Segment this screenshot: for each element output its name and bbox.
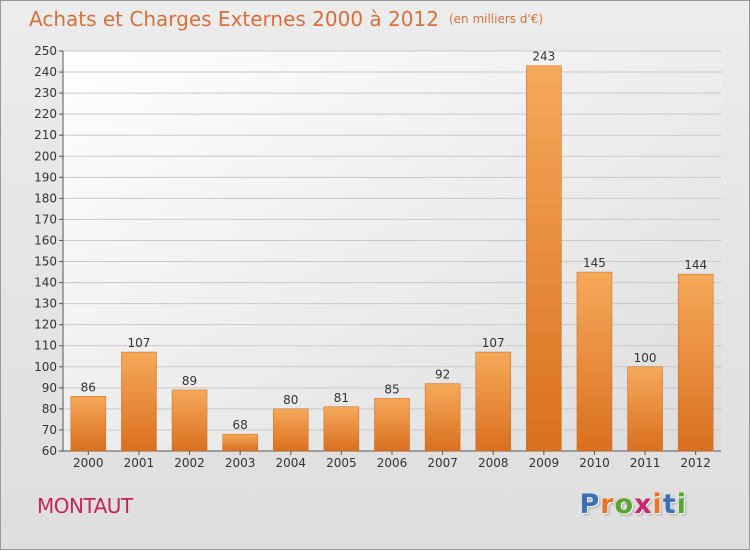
bar-2003 xyxy=(222,433,258,452)
chart-units: (en milliers d'€) xyxy=(448,12,544,26)
bar-2002 xyxy=(171,389,208,452)
y-tick-label: 190 xyxy=(34,170,57,184)
y-tick-label: 120 xyxy=(34,318,57,332)
y-tick-label: 160 xyxy=(34,233,57,247)
data-label: 144 xyxy=(684,258,707,272)
data-label: 92 xyxy=(435,368,450,382)
chart-title-text: Achats et Charges Externes 2000 à 2012 xyxy=(29,7,439,31)
y-tick-label: 100 xyxy=(34,360,57,374)
data-label: 100 xyxy=(634,351,657,365)
commune-name: MONTAUT xyxy=(37,494,133,518)
x-tick-label: 2007 xyxy=(427,456,458,470)
bar-2004 xyxy=(273,408,309,452)
y-tick-label: 80 xyxy=(42,402,57,416)
data-label: 85 xyxy=(384,382,399,396)
y-tick-label: 70 xyxy=(42,423,57,437)
x-tick-label: 2009 xyxy=(529,456,560,470)
data-label: 107 xyxy=(127,336,150,350)
y-tick-label: 220 xyxy=(34,107,57,121)
bar-2011 xyxy=(627,366,663,452)
y-tick-label: 130 xyxy=(34,297,57,311)
data-label: 81 xyxy=(334,391,349,405)
logo-letter: o xyxy=(614,489,635,520)
y-tick-label: 170 xyxy=(34,212,57,226)
bar-2009 xyxy=(526,65,562,452)
x-tick-label: 2001 xyxy=(124,456,155,470)
logo-letter: i xyxy=(676,489,687,520)
data-label: 80 xyxy=(283,393,298,407)
x-tick-label: 2005 xyxy=(326,456,357,470)
x-tick-label: 2000 xyxy=(73,456,104,470)
proxiti-logo: Proxiti xyxy=(579,489,687,520)
bar-2012 xyxy=(677,273,714,452)
y-tick-label: 230 xyxy=(34,86,57,100)
logo-letter: i xyxy=(652,489,663,520)
data-label: 243 xyxy=(532,50,555,64)
logo-letter: P xyxy=(579,489,601,520)
x-tick-label: 2004 xyxy=(275,456,306,470)
y-tick-label: 140 xyxy=(34,276,57,290)
y-tick-label: 60 xyxy=(42,444,57,458)
x-tick-label: 2012 xyxy=(680,456,711,470)
x-tick-label: 2008 xyxy=(478,456,509,470)
bar-2006 xyxy=(374,398,410,452)
data-label: 145 xyxy=(583,256,606,270)
y-tick-label: 110 xyxy=(34,339,57,353)
data-label: 89 xyxy=(182,374,197,388)
y-tick-label: 210 xyxy=(34,128,57,142)
y-tick-label: 180 xyxy=(34,191,57,205)
logo-letter: x xyxy=(634,489,653,520)
bar-2005 xyxy=(323,406,360,452)
logo-letter: r xyxy=(600,489,615,520)
x-tick-label: 2003 xyxy=(225,456,256,470)
x-tick-label: 2011 xyxy=(630,456,661,470)
data-label: 68 xyxy=(233,418,248,432)
bar-2007 xyxy=(424,383,461,452)
x-tick-label: 2010 xyxy=(579,456,610,470)
y-tick-label: 250 xyxy=(34,44,57,58)
x-tick-label: 2006 xyxy=(377,456,408,470)
y-tick-label: 240 xyxy=(34,65,57,79)
bar-2001 xyxy=(121,351,157,452)
data-label: 86 xyxy=(81,380,96,394)
y-tick-label: 90 xyxy=(42,381,57,395)
y-tick-label: 200 xyxy=(34,149,57,163)
data-label: 107 xyxy=(482,336,505,350)
chart-title: Achats et Charges Externes 2000 à 2012 (e… xyxy=(29,7,543,31)
x-tick-label: 2002 xyxy=(174,456,205,470)
bar-2000 xyxy=(70,396,107,452)
bar-2010 xyxy=(576,271,613,452)
bar-2008 xyxy=(475,351,511,452)
y-tick-label: 150 xyxy=(34,255,57,269)
logo-letter: t xyxy=(662,489,677,520)
